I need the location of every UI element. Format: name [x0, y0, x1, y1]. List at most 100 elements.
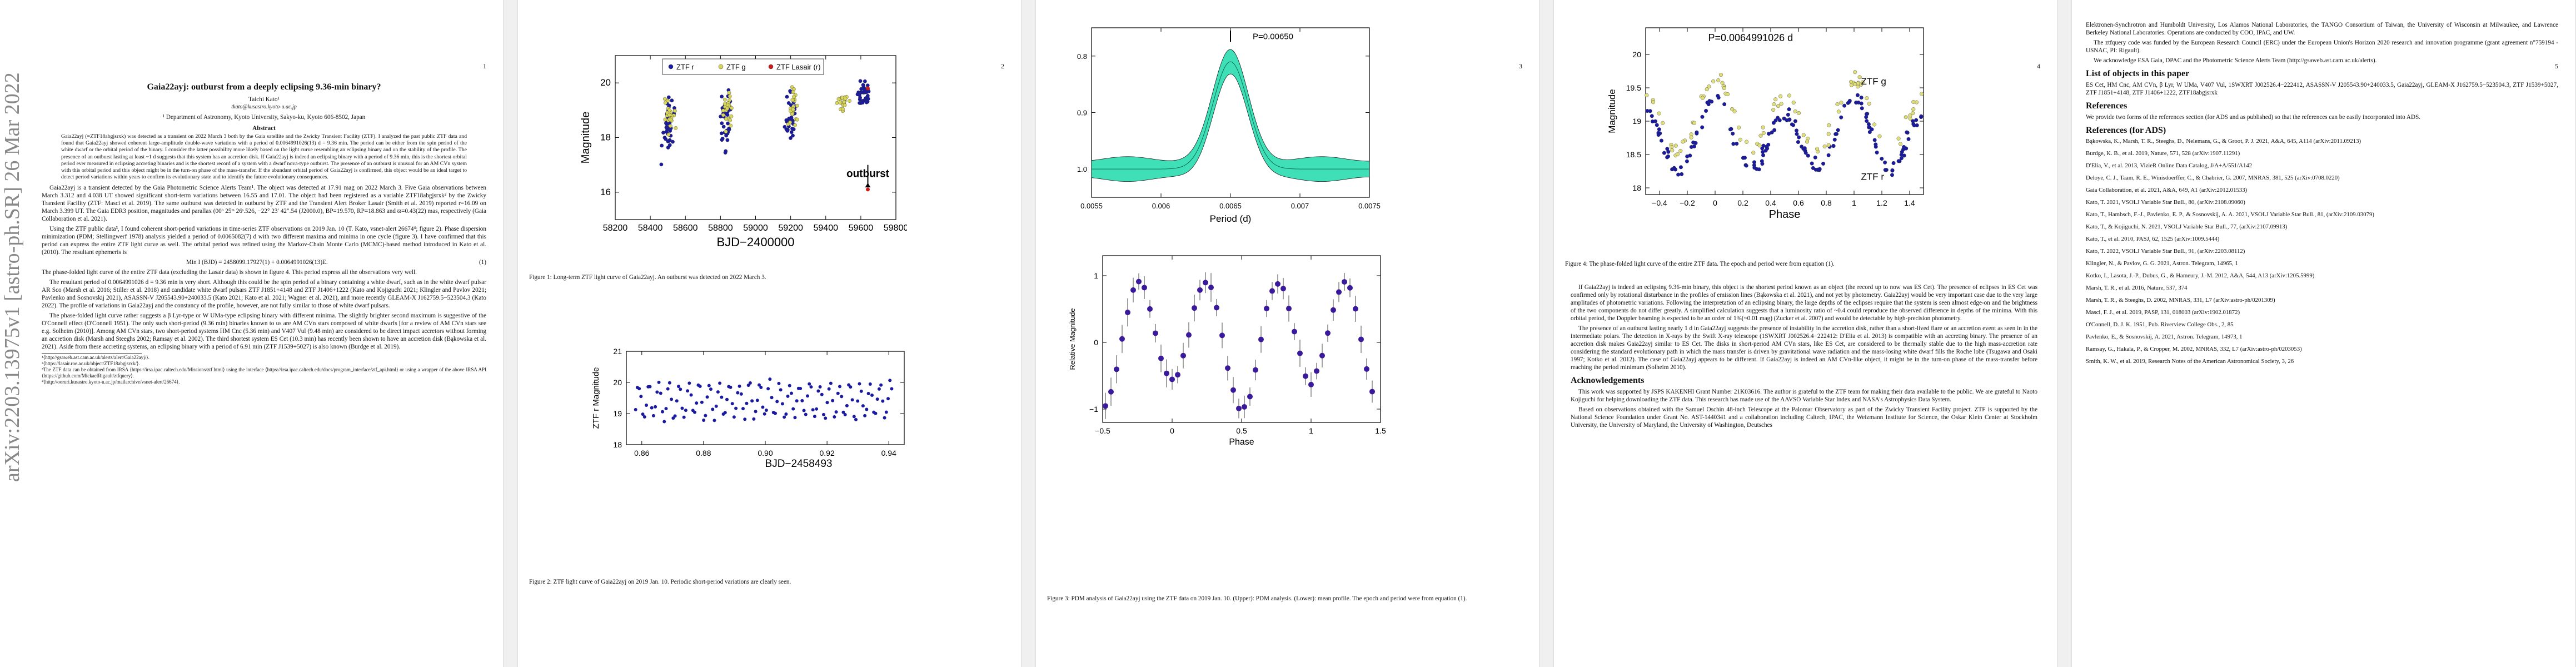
footnote: ¹⟨http://gsaweb.ast.cam.ac.uk/alerts/ale…: [42, 355, 150, 361]
ztf-r-point: [714, 404, 718, 408]
legend-marker: [768, 64, 774, 69]
ztf-g-point: [663, 101, 667, 105]
ztf-r-point: [657, 380, 661, 384]
ztf-r-point: [666, 95, 671, 99]
x-tick-label: 0.6: [1793, 198, 1804, 207]
ztf-r-point: [1729, 127, 1733, 131]
ztf-r-point: [1772, 128, 1777, 132]
profile-point: [1180, 352, 1186, 359]
page-number: 4: [2037, 62, 2040, 70]
figure-1-caption: Figure 1: Long-term ZTF light curve of G…: [529, 274, 766, 281]
objects-list: ES Cet, HM Cnc, AM CVn, β Lyr, W UMa, V4…: [2086, 82, 2558, 96]
ztf-r-point: [1793, 119, 1797, 123]
profile-point: [1280, 286, 1286, 292]
ztf-r-point: [667, 139, 671, 143]
ztf-r-point: [755, 399, 759, 402]
ztf-r-point: [746, 384, 750, 387]
plot-frame: [1645, 27, 1924, 195]
ztf-r-point: [859, 389, 863, 393]
ztf-g-point: [662, 97, 667, 101]
equation-number: (1): [479, 259, 486, 266]
ztf-r-point: [1658, 131, 1662, 136]
ztf-g-point: [1657, 111, 1661, 116]
ztf-r-point: [1810, 161, 1814, 166]
figure-2-caption: Figure 2: ZTF light curve of Gaia22ayj o…: [529, 579, 791, 585]
ztf-r-point: [1650, 114, 1654, 118]
ztf-r-point: [825, 401, 829, 405]
ztf-r-point: [1912, 123, 1916, 128]
ztf-r-point: [874, 411, 878, 415]
ztf-r-point: [858, 382, 861, 386]
reference-list: Bąkowska, K., Marsh, T. R., Steeghs, D.,…: [2086, 138, 2558, 365]
x-tick-label: 59000: [743, 223, 768, 233]
ztf-r-point: [721, 125, 726, 129]
ztf-r-point: [1771, 121, 1776, 125]
ztf-g-point: [1758, 133, 1763, 138]
ztf-r-point: [1731, 131, 1735, 136]
ztf-r-point: [1761, 153, 1766, 157]
reference-item: Kato, T. 2022, VSOLJ Variable Star Bull.…: [2086, 248, 2245, 255]
ztf-r-point: [863, 414, 867, 417]
ztf-g-point: [1645, 93, 1649, 97]
ztf-r-point: [659, 391, 662, 395]
x-tick-label: −0.5: [1095, 426, 1110, 435]
ztf-r-point: [877, 387, 881, 391]
ztf-r-point: [808, 382, 811, 386]
ztf-r-point: [1796, 140, 1800, 145]
profile-point: [1147, 306, 1153, 312]
ztf-r-point: [1766, 142, 1771, 147]
ztf-g-point: [1737, 125, 1741, 130]
ztf-r-point: [1839, 115, 1843, 120]
ztf-g-point: [672, 109, 677, 113]
figure-4-phase-folded: −0.4 −0.2 0 0.2 0.4 0.6 0.8 1 1.2 1.4 18 18.5 19 19.5…: [1607, 27, 1924, 221]
profile-point: [1203, 280, 1208, 286]
ztf-g-point: [843, 103, 847, 107]
ztf-r-point: [1673, 167, 1678, 172]
ztf-r-point: [838, 385, 841, 389]
ztf-r-point: [693, 410, 696, 414]
ztf-r-point: [761, 405, 765, 409]
ztf-r-point: [1706, 102, 1711, 107]
x-tick-label: 58400: [638, 223, 663, 233]
ztf-r-point: [745, 401, 749, 405]
ztf-r-point: [865, 407, 869, 411]
ztf-r-point: [720, 395, 724, 399]
ztf-r-point: [1870, 127, 1874, 132]
ztf-r-point: [1816, 167, 1820, 172]
ztf-r-point: [813, 415, 816, 419]
reference-item: Marsh, T. R., & Steeghs, D. 2002, MNRAS,…: [2086, 297, 2275, 303]
ztf-r-point: [670, 98, 674, 103]
ztf-g-point: [795, 103, 799, 108]
ztf-r-point: [641, 412, 645, 416]
figure-4-caption: Figure 4: The phase-folded light curve o…: [1565, 261, 1835, 267]
ztf-r-point: [1914, 118, 1919, 122]
ztf-acknowledgement-paragraph: Based on observations obtained with the …: [1571, 406, 2037, 429]
ztf-g-point: [1899, 142, 1903, 146]
ztf-r-point: [1693, 141, 1698, 145]
ztf-g-point: [729, 123, 733, 128]
phase-paragraph: The phase-folded light curve of the enti…: [42, 269, 417, 276]
x-tick-label: 1.2: [1876, 198, 1887, 207]
profile-point: [1325, 330, 1331, 336]
ztf-r-point: [833, 415, 836, 419]
ztf-r-point: [884, 410, 888, 414]
ztf-g-point: [1815, 147, 1820, 151]
ztf-r-point: [1821, 161, 1826, 166]
ztf-r-point: [1704, 108, 1708, 113]
ztf-r-point: [783, 415, 786, 419]
ztf-r-point: [768, 377, 772, 381]
ztf-r-point: [791, 407, 795, 411]
ztf-r-point: [1891, 161, 1896, 165]
lasair-point: [866, 86, 870, 91]
ztf-r-point: [890, 387, 894, 391]
ztf-r-point: [673, 414, 677, 418]
ztf-r-point: [1904, 146, 1909, 151]
ztf-r-point: [1832, 137, 1837, 142]
ztf-r-point: [698, 385, 702, 389]
ztf-r-point: [1790, 122, 1794, 127]
ztf-r-point: [789, 136, 793, 140]
x-tick-label: 0: [1170, 426, 1174, 435]
ztf-g-point: [838, 101, 843, 104]
figure-3-mean-profile: −0.5 0 0.5 1 1.5 −1 0 1 Phase Relative Magnitude: [1068, 255, 1386, 447]
ztf-g-point: [1771, 108, 1776, 112]
